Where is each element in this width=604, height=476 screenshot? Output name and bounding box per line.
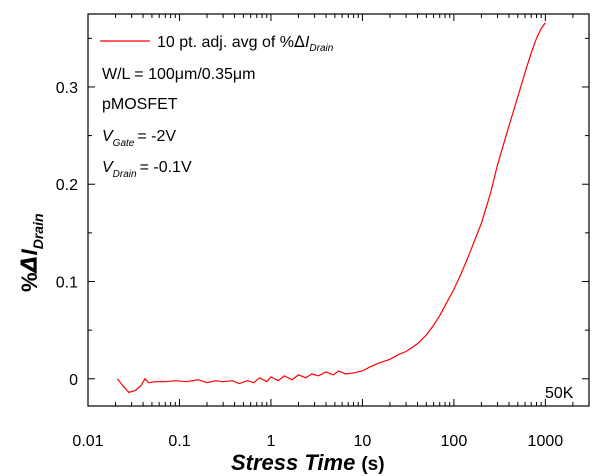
- x-axis-label: Stress Time (s): [231, 450, 385, 475]
- y-tick-label: 0: [69, 372, 78, 389]
- annotation-temperature: 50K: [545, 385, 574, 402]
- annotation-vgate: VGate = -2V: [102, 128, 176, 149]
- x-tick-label: 0.1: [168, 433, 190, 450]
- annotation-geometry: W/L = 100μm/0.35μm: [102, 66, 255, 83]
- y-axis-label: %ΔIDrain: [17, 213, 46, 292]
- x-tick-label: 0.01: [72, 433, 103, 450]
- legend-label: 10 pt. adj. avg of %ΔIDrain: [157, 32, 334, 54]
- axis-ticks: [87, 14, 590, 406]
- series-line: [116, 22, 546, 394]
- tick-labels: 0.01 0.1 1 10 100 1000 0 0.1 0.2 0.3: [56, 80, 564, 450]
- x-tick-label: 10: [354, 433, 372, 450]
- y-tick-label: 0.2: [56, 177, 78, 194]
- y-tick-label: 0.3: [56, 80, 78, 97]
- y-tick-label: 0.1: [56, 274, 78, 291]
- annotation-device: pMOSFET: [102, 96, 178, 113]
- x-tick-label: 100: [441, 433, 468, 450]
- annotation-vdrain: VDrain = -0.1V: [102, 159, 192, 180]
- x-tick-label: 1: [266, 433, 275, 450]
- x-tick-label: 1000: [528, 433, 564, 450]
- plot-frame: [87, 13, 590, 407]
